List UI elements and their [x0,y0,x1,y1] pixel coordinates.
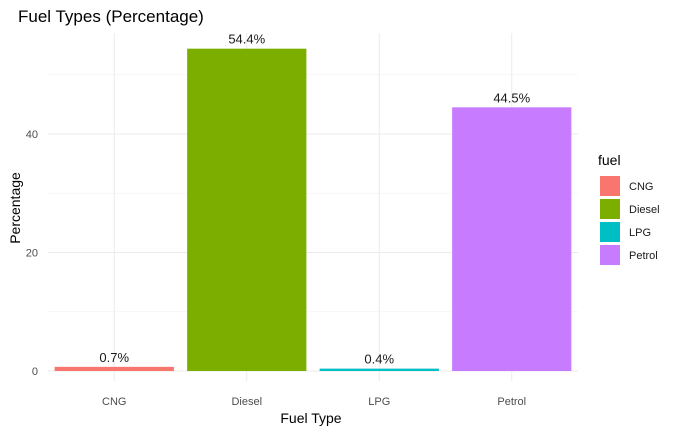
bar-cng [54,366,174,371]
legend-label: LPG [629,227,651,239]
y-tick-label: 0 [32,366,38,378]
data-label: 0.7% [99,350,129,365]
bar-diesel [187,48,307,372]
legend: fuel CNG Diesel LPG Petrol [598,152,660,265]
chart-title: Fuel Types (Percentage) [18,7,204,26]
x-tick-label: Diesel [231,396,262,408]
data-label: 0.4% [364,352,394,367]
data-label: 54.4% [228,32,265,47]
legend-items: CNG Diesel LPG Petrol [600,176,660,265]
legend-key-lpg [600,222,620,242]
data-labels: 0.7% 54.4% 0.4% 44.5% [99,32,530,367]
x-tick-label: CNG [102,396,126,408]
legend-label: Diesel [629,204,660,216]
legend-label: CNG [629,181,653,193]
legend-label: Petrol [629,250,658,262]
data-label: 44.5% [493,90,530,105]
y-tick-label: 40 [26,129,38,141]
x-tick-label: Petrol [497,396,526,408]
legend-key-diesel [600,199,620,219]
legend-title: fuel [598,152,621,168]
x-tick-label: LPG [368,396,390,408]
x-axis-title: Fuel Type [280,410,341,426]
y-axis-ticks: 0 20 40 [26,129,38,378]
bar-petrol [452,107,572,372]
legend-key-cng [600,176,620,196]
bar-lpg [319,368,439,371]
y-axis-title: Percentage [7,172,23,244]
x-axis-ticks: CNG Diesel LPG Petrol [102,396,526,408]
bars [54,48,572,372]
y-tick-label: 20 [26,248,38,260]
legend-key-petrol [600,245,620,265]
